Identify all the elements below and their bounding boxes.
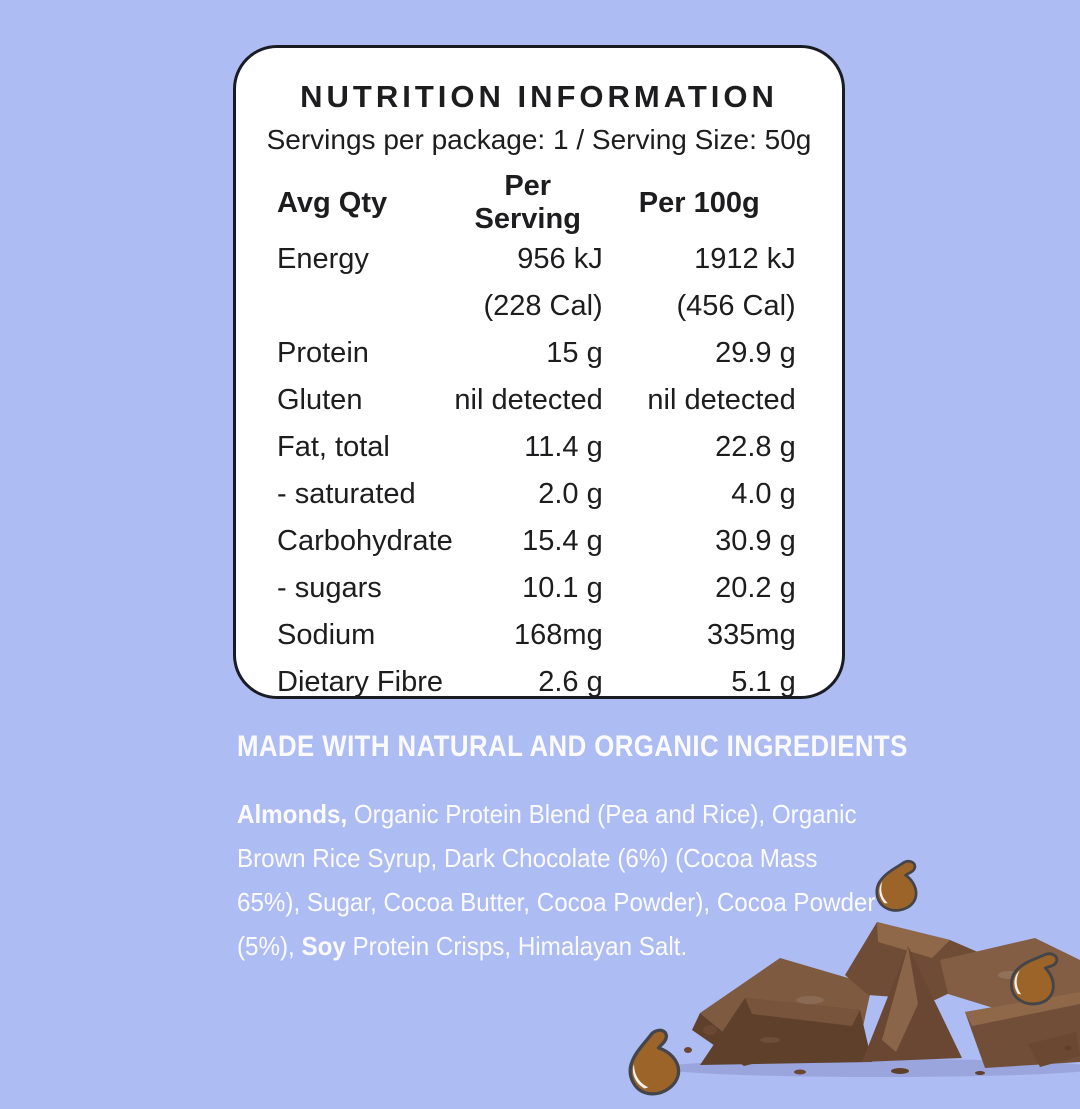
table-row: Sodium 168mg 335mg: [277, 619, 796, 651]
chocolate-pieces-image: [662, 922, 1080, 1077]
chocolate-drop-icon: [875, 859, 918, 912]
table-row: Dietary Fibre 2.6 g 5.1 g: [277, 666, 796, 698]
chocolate-drop-icon: [1009, 952, 1059, 1006]
made-with-heading: MADE WITH NATURAL AND ORGANIC INGREDIENT…: [237, 730, 908, 763]
table-row: - saturated 2.0 g 4.0 g: [277, 478, 796, 510]
column-header-per-100g: Per 100g: [638, 186, 760, 219]
nutrition-title: NUTRITION INFORMATION: [300, 79, 778, 114]
table-row: Protein 15 g 29.9 g: [277, 337, 796, 369]
servings-info: Servings per package: 1 / Serving Size: …: [266, 124, 812, 155]
ingredients-line: Brown Rice Syrup, Dark Chocolate (6%) (C…: [237, 843, 818, 873]
table-row: (228 Cal) (456 Cal): [483, 290, 796, 322]
table-row: Carbohydrate 15.4 g 30.9 g: [277, 525, 796, 557]
ingredients-list: Almonds, Organic Protein Blend (Pea and …: [237, 792, 875, 968]
column-header-avg-qty: Avg Qty: [277, 186, 388, 219]
table-row: Energy 956 kJ 1912 kJ: [277, 243, 796, 275]
nutrition-panel: NUTRITION INFORMATION Servings per packa…: [233, 45, 845, 699]
ingredients-line: Almonds, Organic Protein Blend (Pea and …: [237, 799, 857, 829]
column-header-per-serving: Per Serving: [474, 170, 581, 235]
table-row: Gluten nil detected nil detected: [277, 384, 796, 416]
ingredients-line: 65%), Sugar, Cocoa Butter, Cocoa Powder)…: [237, 887, 876, 917]
ingredients-line: (5%), Soy Protein Crisps, Himalayan Salt…: [237, 931, 688, 961]
table-header-row: Avg Qty Per Serving Per 100g: [277, 170, 796, 236]
table-row: - sugars 10.1 g 20.2 g: [277, 572, 796, 604]
nutrition-table: Avg Qty Per Serving Per 100g Energy 956 …: [277, 170, 796, 706]
table-row: Fat, total 11.4 g 22.8 g: [277, 431, 796, 463]
